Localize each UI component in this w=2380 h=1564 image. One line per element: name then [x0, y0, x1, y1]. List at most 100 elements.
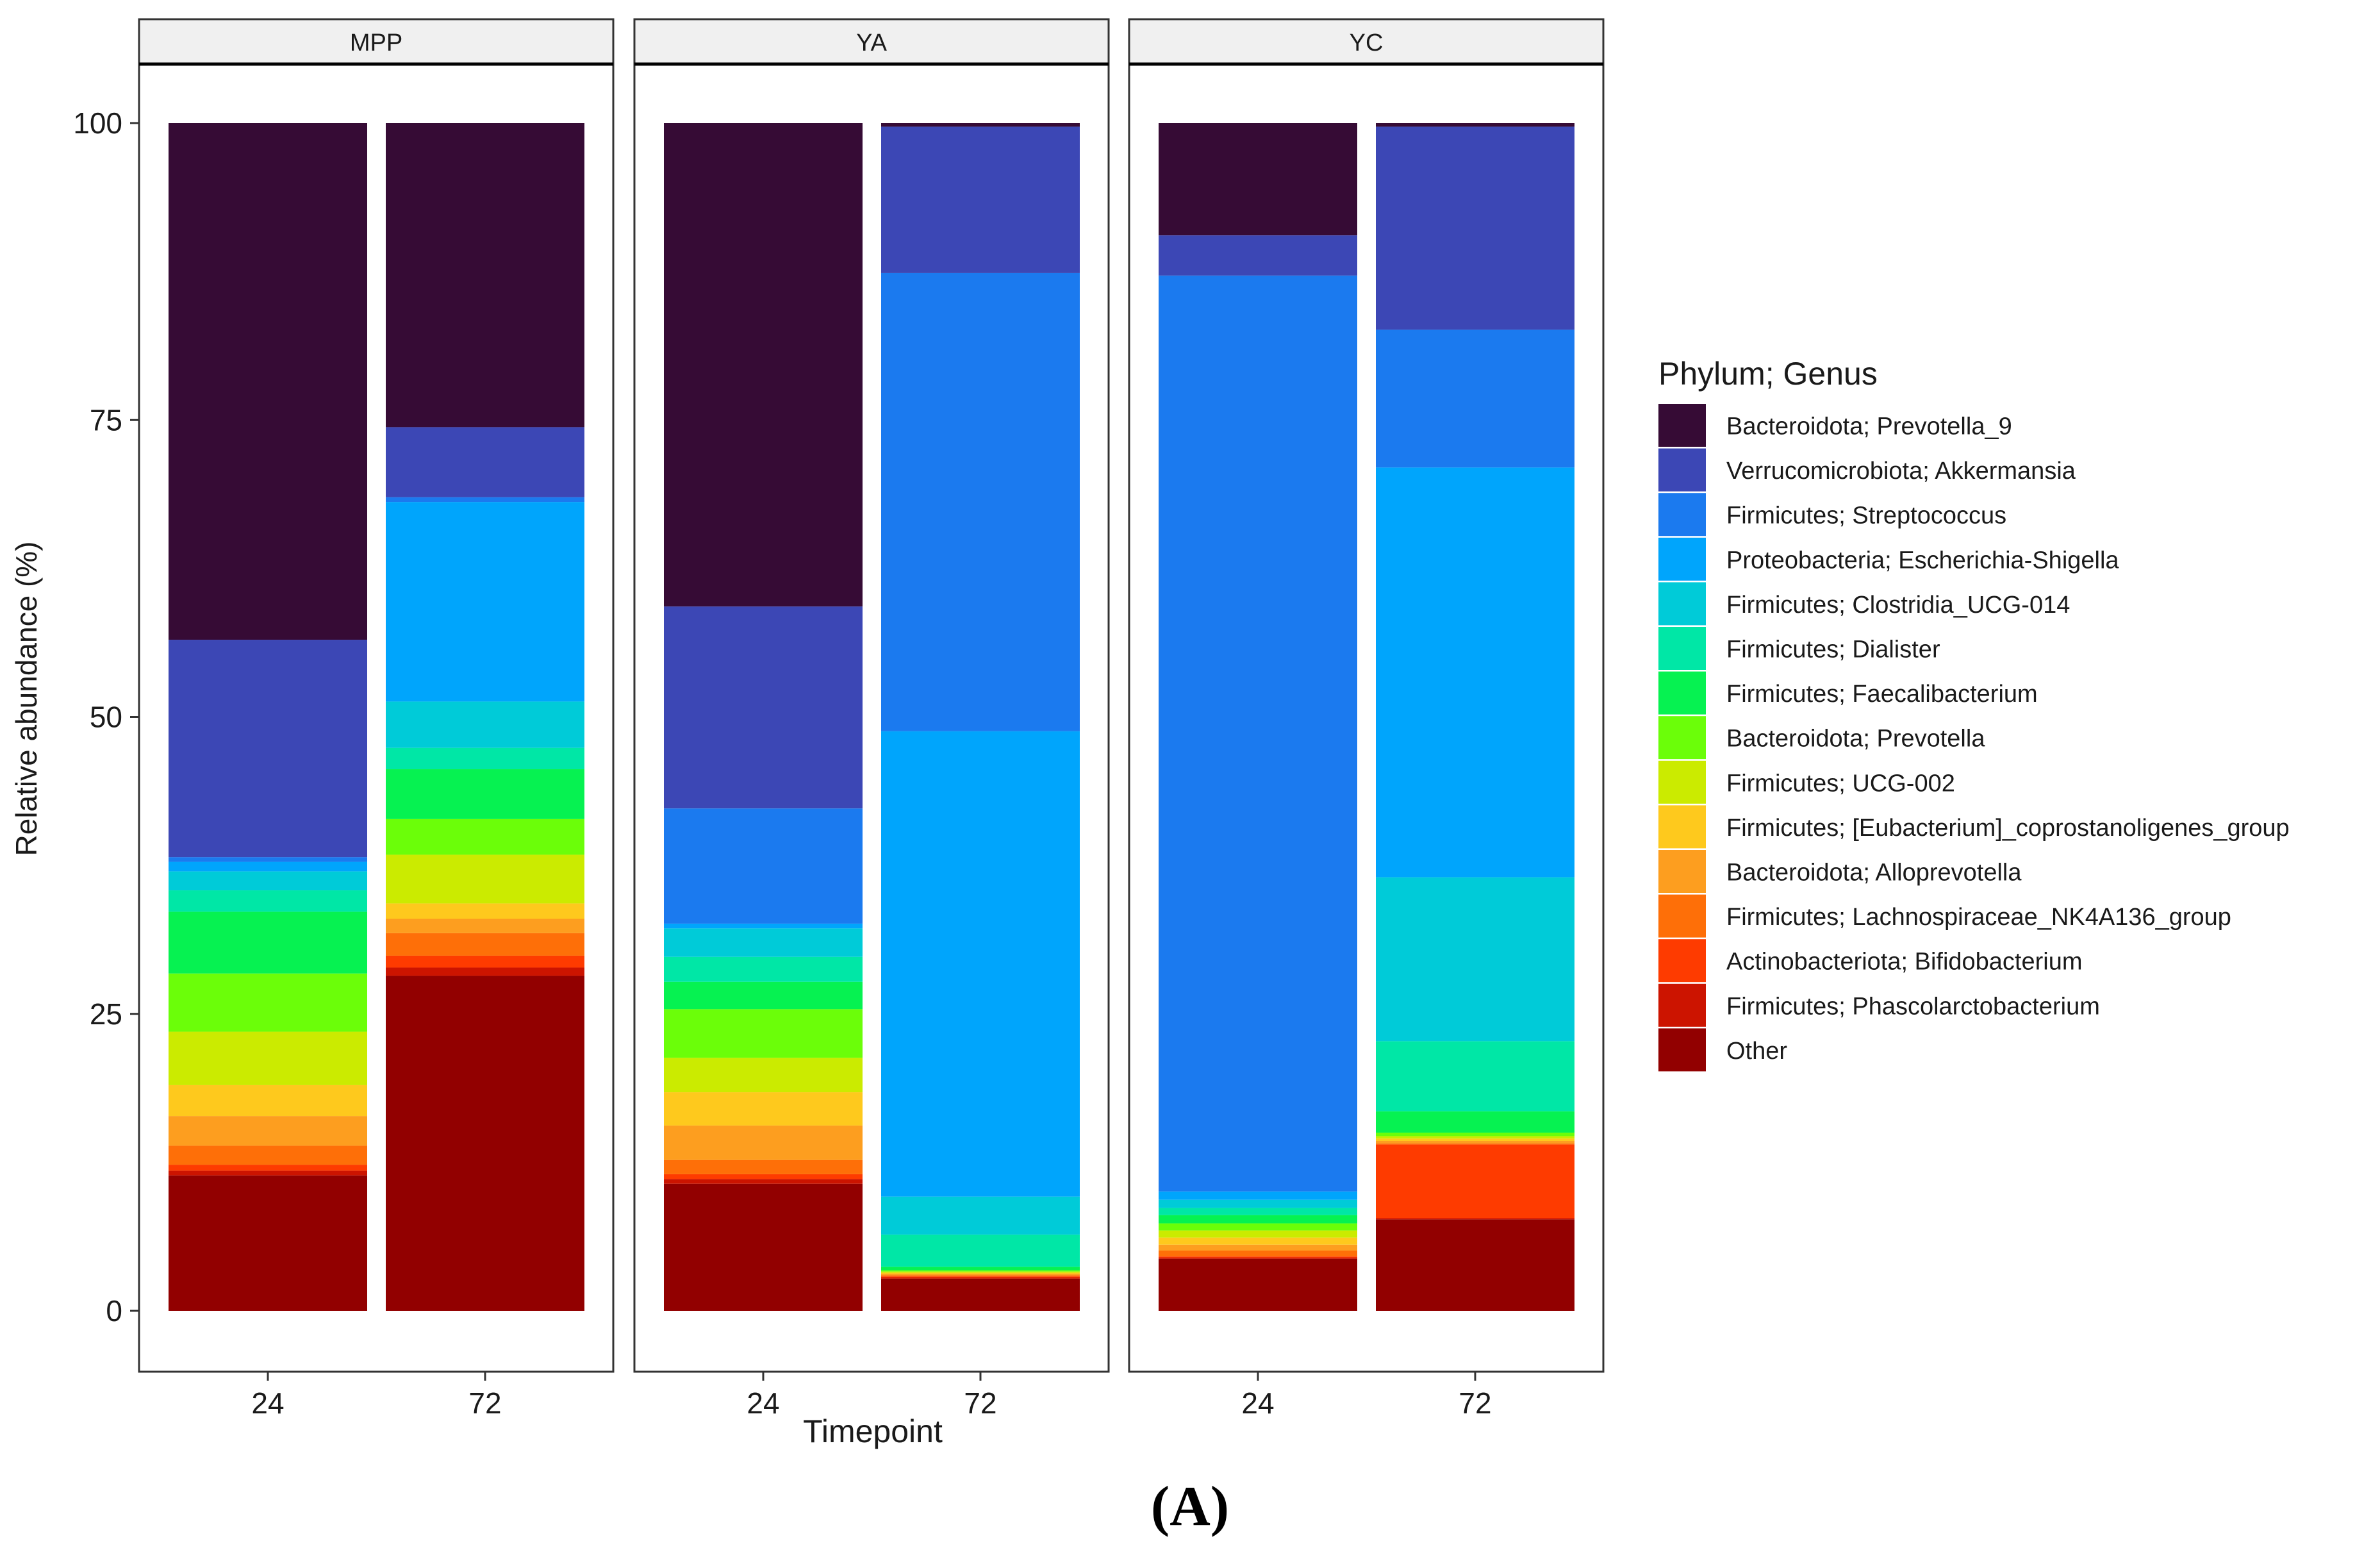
bar-segment	[386, 955, 584, 968]
x-tick-label: 72	[1459, 1386, 1491, 1420]
stacked-bar-ya-24	[664, 123, 863, 1311]
bar-segment	[169, 857, 367, 862]
bar-segment	[881, 1235, 1080, 1267]
bar-segment	[1376, 1136, 1574, 1139]
legend-key	[1658, 983, 1706, 1027]
bar-segment	[1376, 1041, 1574, 1111]
legend-item: Firmicutes; Faecalibacterium	[1658, 671, 2038, 715]
y-tick-label: 0	[106, 1294, 122, 1327]
legend-item: Bacteroidota; Alloprevotella	[1658, 850, 2022, 893]
facet-strip	[633, 18, 1110, 65]
bar-segment	[169, 911, 367, 974]
bar-segment	[881, 1278, 1080, 1311]
legend-item: Firmicutes; Dialister	[1658, 627, 1940, 670]
bar-segment	[1376, 1141, 1574, 1144]
y-tick-label: 100	[73, 106, 122, 140]
bar-segment	[1159, 1256, 1357, 1258]
bar-segment	[881, 1274, 1080, 1276]
facet-panel-ya: YA 24 72	[633, 18, 1110, 1420]
facet-strip	[138, 18, 615, 65]
y-axis-title: Relative abundance (%)	[10, 542, 43, 856]
bar-segment	[881, 1270, 1080, 1272]
legend-label: Firmicutes; Faecalibacterium	[1726, 681, 2038, 708]
bar-segment	[1376, 1111, 1574, 1133]
bar-segment	[169, 973, 367, 1032]
stacked-bar-ya-72	[881, 123, 1080, 1311]
bar-segment	[881, 1267, 1080, 1270]
bar-segment	[664, 606, 863, 809]
bar-segment	[1376, 467, 1574, 878]
legend-key	[1658, 760, 1706, 804]
bar-segment	[664, 928, 863, 957]
x-tick-label: 24	[1241, 1386, 1274, 1420]
legend-label: Proteobacteria; Escherichia-Shigella	[1726, 547, 2119, 574]
legend-item: Other	[1658, 1028, 1787, 1072]
bar-segment	[881, 1271, 1080, 1273]
bar-segment	[386, 497, 584, 503]
y-tick-label: 75	[90, 403, 122, 437]
facet-strip	[1128, 18, 1605, 65]
legend-item: Firmicutes; UCG-002	[1658, 760, 1955, 804]
x-tick-label: 24	[251, 1386, 284, 1420]
bar-segment	[169, 1116, 367, 1146]
bar-segment	[1376, 126, 1574, 330]
stacked-bar-chart: MPP 24 72 YA 24 72 YC 24 72 0 25 50 75 100 Relative a…	[10, 18, 2290, 1449]
bar-segment	[1376, 877, 1574, 1042]
legend-label: Verrucomicrobiota; Akkermansia	[1726, 458, 2076, 485]
legend-label: Firmicutes; Dialister	[1726, 636, 1940, 663]
legend-label: Bacteroidota; Prevotella_9	[1726, 413, 2012, 440]
bar-segment	[881, 1276, 1080, 1278]
bar-segment	[664, 956, 863, 982]
bar-segment	[169, 1170, 367, 1176]
legend-item: Firmicutes; [Eubacterium]_coprostanolige…	[1658, 805, 2290, 849]
bar-segment	[881, 126, 1080, 273]
bar-segment	[1159, 1244, 1357, 1251]
bar-segment	[169, 1165, 367, 1171]
legend-key	[1658, 716, 1706, 760]
bar-segment	[1159, 275, 1357, 1192]
legend-item: Proteobacteria; Escherichia-Shigella	[1658, 537, 2119, 581]
x-tick-label: 72	[964, 1386, 996, 1420]
y-tick-label: 50	[90, 701, 122, 734]
legend-key	[1658, 627, 1706, 670]
bar-segment	[1376, 123, 1574, 127]
bar-segment	[386, 854, 584, 904]
bar-segment	[664, 981, 863, 1010]
bar-segment	[881, 272, 1080, 731]
legend-key	[1658, 537, 1706, 581]
stacked-bar-yc-72	[1376, 123, 1574, 1311]
bar-segment	[881, 1275, 1080, 1277]
bar-segment	[1376, 1144, 1574, 1219]
bar-segment	[169, 1085, 367, 1117]
bar-segment	[386, 976, 584, 1311]
bar-segment	[1376, 1219, 1574, 1311]
legend-key	[1658, 493, 1706, 537]
legend-label: Firmicutes; Streptococcus	[1726, 503, 2006, 529]
bar-segment	[1159, 1237, 1357, 1245]
legend-label: Firmicutes; Clostridia_UCG-014	[1726, 592, 2070, 619]
bar-segment	[881, 1277, 1080, 1279]
bar-segment	[1159, 235, 1357, 276]
bar-segment	[664, 1179, 863, 1184]
facet-strip-label: YA	[856, 29, 888, 56]
bar-segment	[1159, 1215, 1357, 1224]
bar-segment	[386, 919, 584, 933]
bar-segment	[1376, 1133, 1574, 1136]
bar-segment	[1159, 1223, 1357, 1231]
bar-segment	[1376, 1218, 1574, 1220]
bar-segment	[664, 1058, 863, 1093]
bar-segment	[169, 1031, 367, 1085]
bar-segment	[664, 1009, 863, 1058]
bar-segment	[1159, 1199, 1357, 1208]
bar-segment	[169, 1175, 367, 1311]
facet-strip-label: YC	[1350, 29, 1384, 56]
bar-segment	[386, 427, 584, 497]
legend-key	[1658, 805, 1706, 849]
legend-key	[1658, 850, 1706, 893]
legend-key	[1658, 671, 1706, 715]
stacked-bar-mpp-72	[386, 123, 584, 1311]
figure-caption: (A)	[1150, 1476, 1230, 1538]
facet-panel-mpp: MPP 24 72	[138, 18, 615, 1420]
legend-item: Firmicutes; Lachnospiraceae_NK4A136_grou…	[1658, 894, 2231, 938]
bar-segment	[386, 769, 584, 819]
